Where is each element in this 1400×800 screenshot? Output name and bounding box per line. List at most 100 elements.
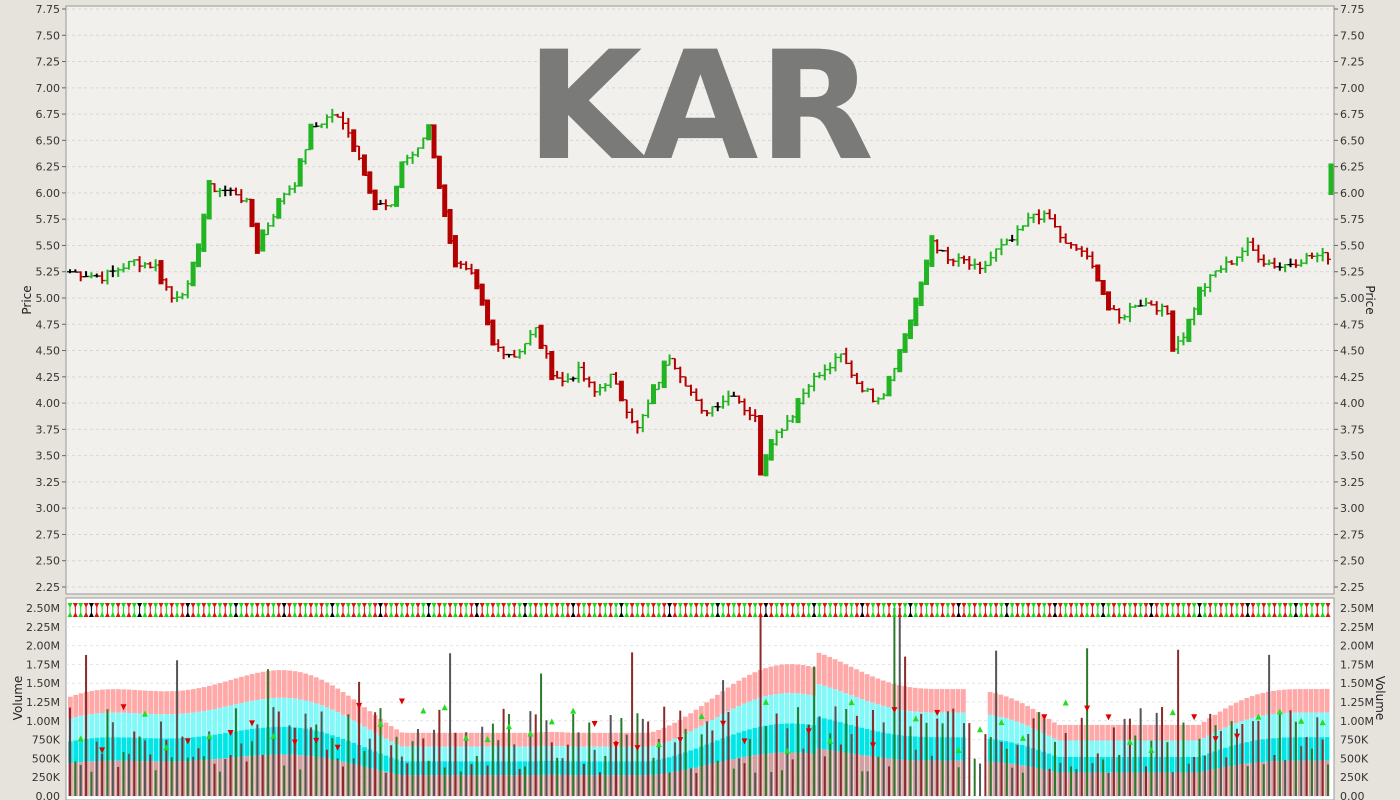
price-tick-label: 2.75 [36, 528, 61, 541]
volume-signal-marker [548, 718, 555, 725]
volume-band-lower [597, 761, 603, 776]
price-tick-label: 4.25 [36, 371, 61, 384]
volume-band-upper [1089, 724, 1095, 741]
volume-band-middle [287, 698, 292, 727]
volume-band-upper [715, 694, 720, 718]
volume-signal-marker [570, 707, 577, 714]
volume-band-middle [747, 701, 752, 730]
price-tick-label: 7.00 [36, 82, 61, 95]
volume-band-lower [864, 728, 870, 756]
volume-signal-marker [1319, 719, 1326, 726]
volume-band-upper [886, 682, 891, 708]
volume-band-middle [1281, 713, 1287, 738]
volume-tick-label: 2.25M [26, 621, 60, 634]
volume-band-upper [864, 674, 870, 701]
volume-band-middle [217, 707, 223, 734]
volume-band-middle [126, 712, 132, 738]
volume-band-lower [458, 761, 464, 776]
volume-band-lower [1105, 756, 1111, 773]
volume-band-middle [116, 712, 121, 738]
volume-band-lower [779, 723, 784, 753]
volume-axis-title-left: Volume [11, 676, 25, 721]
volume-signal-marker [270, 732, 277, 739]
volume-band-upper [554, 731, 560, 747]
price-tick-label: 6.50 [36, 134, 61, 147]
volume-band-middle [142, 713, 148, 739]
volume-band-middle [340, 714, 346, 739]
volume-signal-marker [1041, 714, 1048, 721]
price-tick-label: 4.75 [36, 318, 61, 331]
volume-band-middle [148, 714, 153, 739]
volume-band-upper [1255, 694, 1260, 717]
volume-band-upper [1239, 700, 1244, 722]
price-tick-label: 2.25 [36, 581, 61, 594]
volume-band-lower [768, 724, 774, 754]
volume-band-upper [404, 732, 410, 747]
volume-band-upper [78, 693, 84, 716]
volume-band-upper [287, 670, 292, 699]
price-tick-label: 5.00 [1340, 292, 1365, 305]
volume-band-upper [961, 689, 966, 713]
volume-signal-marker [977, 726, 984, 733]
volume-band-upper [549, 731, 555, 747]
volume-band-middle [207, 710, 212, 736]
price-bars [67, 108, 1334, 477]
volume-band-upper [832, 659, 838, 690]
volume-band-upper [1233, 702, 1239, 724]
volume-band-upper [934, 689, 940, 713]
volume-band-upper [838, 661, 843, 692]
volume-band-upper [741, 677, 747, 704]
volume-band-middle [955, 712, 961, 738]
volume-band-lower [228, 732, 234, 758]
volume-band-upper [592, 732, 597, 747]
volume-signal-marker [998, 719, 1005, 726]
volume-band-lower [1046, 753, 1052, 771]
price-grid [66, 8, 1334, 588]
volume-band-upper [763, 668, 768, 697]
volume-band-middle [426, 746, 432, 762]
price-axis-title-left: Price [20, 285, 34, 314]
volume-band-upper [928, 688, 934, 713]
volume-band-middle [602, 746, 608, 762]
volume-band-middle [1019, 723, 1025, 745]
price-tick-label: 2.75 [1340, 528, 1365, 541]
price-tick-label: 5.50 [1340, 239, 1365, 252]
volume-band-upper [335, 688, 341, 713]
volume-band-upper [474, 732, 480, 747]
volume-signal-marker [955, 747, 962, 754]
volume-signal-marker [1255, 713, 1262, 720]
volume-band-lower [169, 738, 175, 762]
volume-band-middle [784, 693, 790, 724]
volume-band-upper [1057, 724, 1063, 741]
volume-band-upper [650, 731, 656, 746]
price-tick-label: 4.75 [1340, 318, 1365, 331]
price-tick-label: 4.50 [1340, 345, 1365, 358]
volume-tick-label: 1.00M [1340, 715, 1374, 728]
volume-band-upper [602, 732, 608, 747]
volume-signal-marker [1191, 714, 1198, 721]
volume-signal-marker [120, 704, 127, 711]
price-tick-label: 7.50 [1340, 29, 1365, 42]
volume-band-middle [89, 714, 95, 739]
volume-band-upper [303, 673, 309, 701]
volume-band-upper [827, 656, 833, 688]
volume-band-upper [1105, 724, 1111, 741]
volume-band-middle [1244, 719, 1250, 743]
price-tick-label: 3.50 [36, 450, 61, 463]
volume-signal-marker [484, 736, 491, 743]
volume-band-upper [164, 691, 170, 715]
volume-band-upper [918, 688, 923, 713]
volume-band-upper [313, 677, 319, 704]
volume-tick-label: 1.75M [26, 658, 60, 671]
volume-band-middle [928, 712, 934, 738]
volume-tick-label: 750K [1340, 734, 1369, 747]
volume-signal-marker [613, 742, 620, 749]
volume-signal-marker [912, 715, 919, 722]
volume-signal-marker [1298, 717, 1305, 724]
price-tick-label: 6.50 [1340, 134, 1365, 147]
volume-band-middle [100, 713, 105, 738]
volume-band-upper [495, 732, 501, 747]
volume-band-upper [581, 732, 587, 747]
volume-signal-marker [527, 730, 534, 737]
volume-band-upper [1308, 689, 1314, 713]
